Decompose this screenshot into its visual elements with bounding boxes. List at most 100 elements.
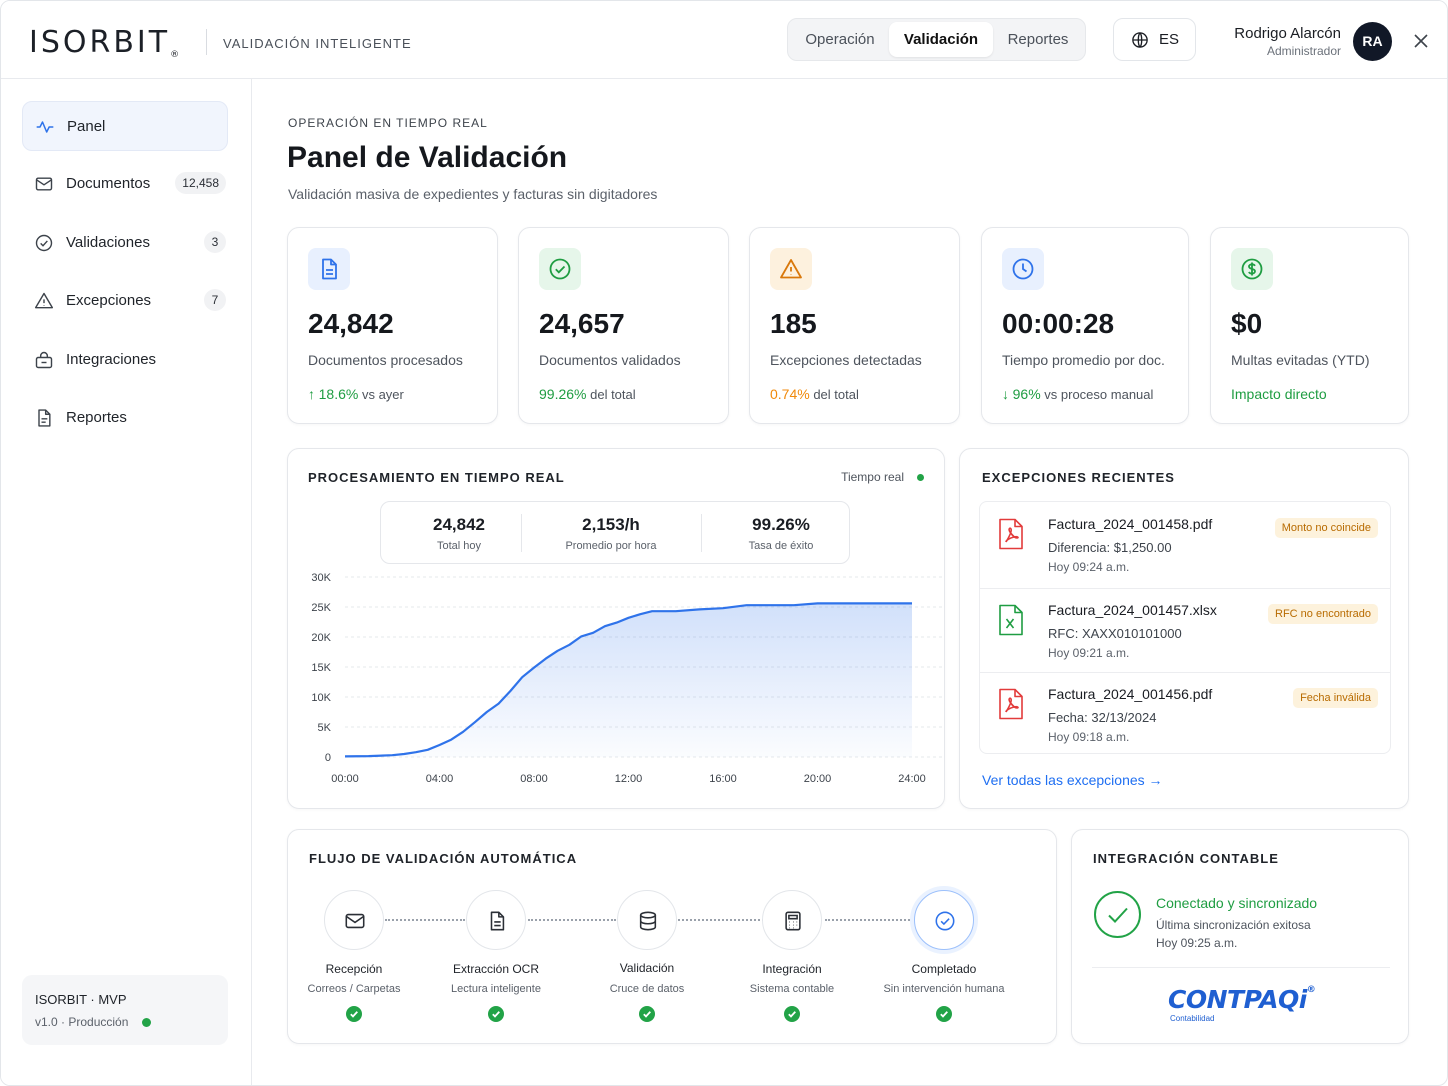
excel-file-icon xyxy=(999,604,1023,636)
view-all-exceptions-link[interactable]: Ver todas las excepciones → xyxy=(982,772,1163,788)
y-tick-label: 20K xyxy=(311,632,331,644)
row-divider xyxy=(980,588,1390,589)
arrow-right-icon: → xyxy=(1148,772,1163,788)
flow-step-label: Completado xyxy=(911,962,977,976)
tab-operacion[interactable]: Operación xyxy=(805,31,875,48)
y-tick-label: 30K xyxy=(311,572,331,584)
avatar[interactable]: RA xyxy=(1353,22,1392,61)
stat-label: Tasa de éxito xyxy=(748,540,814,552)
brand-logo[interactable]: ISORBIT® xyxy=(29,25,179,60)
sidebar-item-reportes[interactable]: Reportes xyxy=(22,393,228,443)
sidebar-item-excepciones[interactable]: Excepciones 7 xyxy=(22,276,228,326)
exception-time: Hoy 09:21 a.m. xyxy=(1048,646,1130,660)
kpi-card-exceptions: 185 Excepciones detectadas 0.74% del tot… xyxy=(749,227,960,424)
document-icon xyxy=(490,911,505,931)
exception-row[interactable]: Factura_2024_001457.xlsx RFC: XAXX010101… xyxy=(980,588,1390,674)
divider xyxy=(1092,967,1390,968)
arrow-up-icon: ↑ xyxy=(308,386,315,402)
flow-title: FLUJO DE VALIDACIÓN AUTOMÁTICA xyxy=(309,851,578,866)
kpi-icon-box xyxy=(539,248,581,290)
page-title: Panel de Validación xyxy=(287,141,568,174)
sidebar-item-label: Reportes xyxy=(66,409,127,426)
integration-card: INTEGRACIÓN CONTABLE Conectado y sincron… xyxy=(1071,829,1409,1044)
integration-sync-time: Hoy 09:25 a.m. xyxy=(1156,936,1238,950)
exception-row[interactable]: Factura_2024_001456.pdf Fecha: 32/13/202… xyxy=(980,672,1390,758)
success-check-icon xyxy=(1094,891,1141,938)
exception-tag: Monto no coincide xyxy=(1274,518,1378,538)
flow-card: FLUJO DE VALIDACIÓN AUTOMÁTICA Recepción… xyxy=(287,829,1057,1044)
check-icon xyxy=(936,1006,952,1022)
stat-value: 2,153/h xyxy=(582,515,640,534)
series-area xyxy=(345,603,912,757)
kpi-value: 00:00:28 xyxy=(1002,308,1115,339)
exceptions-list: Factura_2024_001458.pdf Diferencia: $1,2… xyxy=(979,501,1391,754)
kpi-trend-value: 0.74% xyxy=(770,386,810,402)
integrations-icon xyxy=(35,351,53,369)
exception-file-name: Factura_2024_001456.pdf xyxy=(1048,686,1213,702)
kpi-label: Documentos validados xyxy=(539,352,681,368)
language-selector[interactable]: ES xyxy=(1113,18,1196,61)
x-tick-label: 12:00 xyxy=(615,773,643,785)
processing-stats: 24,842 Total hoy 2,153/h Promedio por ho… xyxy=(380,501,850,564)
check-icon xyxy=(639,1006,655,1022)
flow-step-circle xyxy=(324,890,384,950)
tab-validacion[interactable]: Validación xyxy=(889,22,993,57)
logo-mark: ® xyxy=(1306,985,1316,995)
check-circle-icon xyxy=(35,234,53,252)
close-icon[interactable] xyxy=(1411,31,1431,51)
kpi-trend: Impacto directo xyxy=(1231,386,1327,402)
check-icon xyxy=(346,1006,362,1022)
kpi-card-avg-time: 00:00:28 Tiempo promedio por doc. ↓ 96% … xyxy=(981,227,1189,424)
dollar-icon xyxy=(1241,258,1263,280)
y-tick-label: 15K xyxy=(311,662,331,674)
clock-icon xyxy=(1012,258,1034,280)
row-divider xyxy=(980,672,1390,673)
check-icon xyxy=(488,1006,504,1022)
kpi-trend: 0.74% del total xyxy=(770,386,859,402)
tab-reportes[interactable]: Reportes xyxy=(1007,31,1069,48)
stat-value: 24,842 xyxy=(433,515,485,534)
user-name: Rodrigo Alarcón xyxy=(1234,25,1341,42)
flow-connector xyxy=(528,919,616,921)
flow-step-circle xyxy=(762,890,822,950)
sidebar-item-documentos[interactable]: Documentos 12,458 xyxy=(22,159,228,209)
document-icon xyxy=(322,258,337,280)
kpi-value: 24,842 xyxy=(308,308,394,339)
exception-row[interactable]: Factura_2024_001458.pdf Diferencia: $1,2… xyxy=(980,502,1390,588)
exception-file-name: Factura_2024_001457.xlsx xyxy=(1048,602,1217,618)
database-icon xyxy=(639,911,657,931)
sidebar-item-label: Documentos xyxy=(66,175,151,192)
warning-icon xyxy=(780,259,802,279)
exceptions-card: EXCEPCIONES RECIENTES Factura_2024_00145… xyxy=(959,448,1409,809)
view-all-label: Ver todas las excepciones xyxy=(982,772,1145,788)
sidebar-item-panel[interactable]: Panel xyxy=(22,101,228,151)
sidebar-item-integraciones[interactable]: Integraciones xyxy=(22,335,228,385)
kpi-icon-box xyxy=(1231,248,1273,290)
flow-connector xyxy=(385,919,465,921)
user-role: Administrador xyxy=(1266,44,1341,58)
kpi-icon-box xyxy=(308,248,350,290)
warning-icon xyxy=(34,292,54,309)
x-tick-label: 16:00 xyxy=(709,773,737,785)
flow-step-label: Validación xyxy=(619,961,675,975)
sidebar: Panel Documentos 12,458 Validaciones 3 E… xyxy=(1,79,252,1085)
kpi-trend-text: vs proceso manual xyxy=(1044,387,1154,402)
kpi-card-processed: 24,842 Documentos procesados ↑ 18.6% vs … xyxy=(287,227,498,424)
sidebar-item-label: Excepciones xyxy=(66,292,152,309)
flow-step-circle xyxy=(466,890,526,950)
kpi-trend-value: 18.6% xyxy=(318,386,359,402)
flow-step-sub: Lectura inteligente xyxy=(451,983,541,995)
sidebar-item-validaciones[interactable]: Validaciones 3 xyxy=(22,218,228,268)
kpi-trend-text: del total xyxy=(590,387,636,402)
brand-subtitle: VALIDACIÓN INTELIGENTE xyxy=(223,36,412,51)
flow-step-sub: Sistema contable xyxy=(749,983,835,995)
mail-icon xyxy=(345,913,365,929)
calculator-icon xyxy=(785,911,801,931)
kpi-trend: ↓ 96% vs proceso manual xyxy=(1002,386,1153,402)
kpi-trend-text: del total xyxy=(813,387,859,402)
kpi-trend-value: 99.26% xyxy=(539,386,587,402)
integration-title: INTEGRACIÓN CONTABLE xyxy=(1093,851,1279,866)
integration-sync-text: Última sincronización exitosa xyxy=(1156,918,1311,932)
exception-file-name: Factura_2024_001458.pdf xyxy=(1048,516,1213,532)
kpi-trend: ↑ 18.6% vs ayer xyxy=(308,386,404,402)
